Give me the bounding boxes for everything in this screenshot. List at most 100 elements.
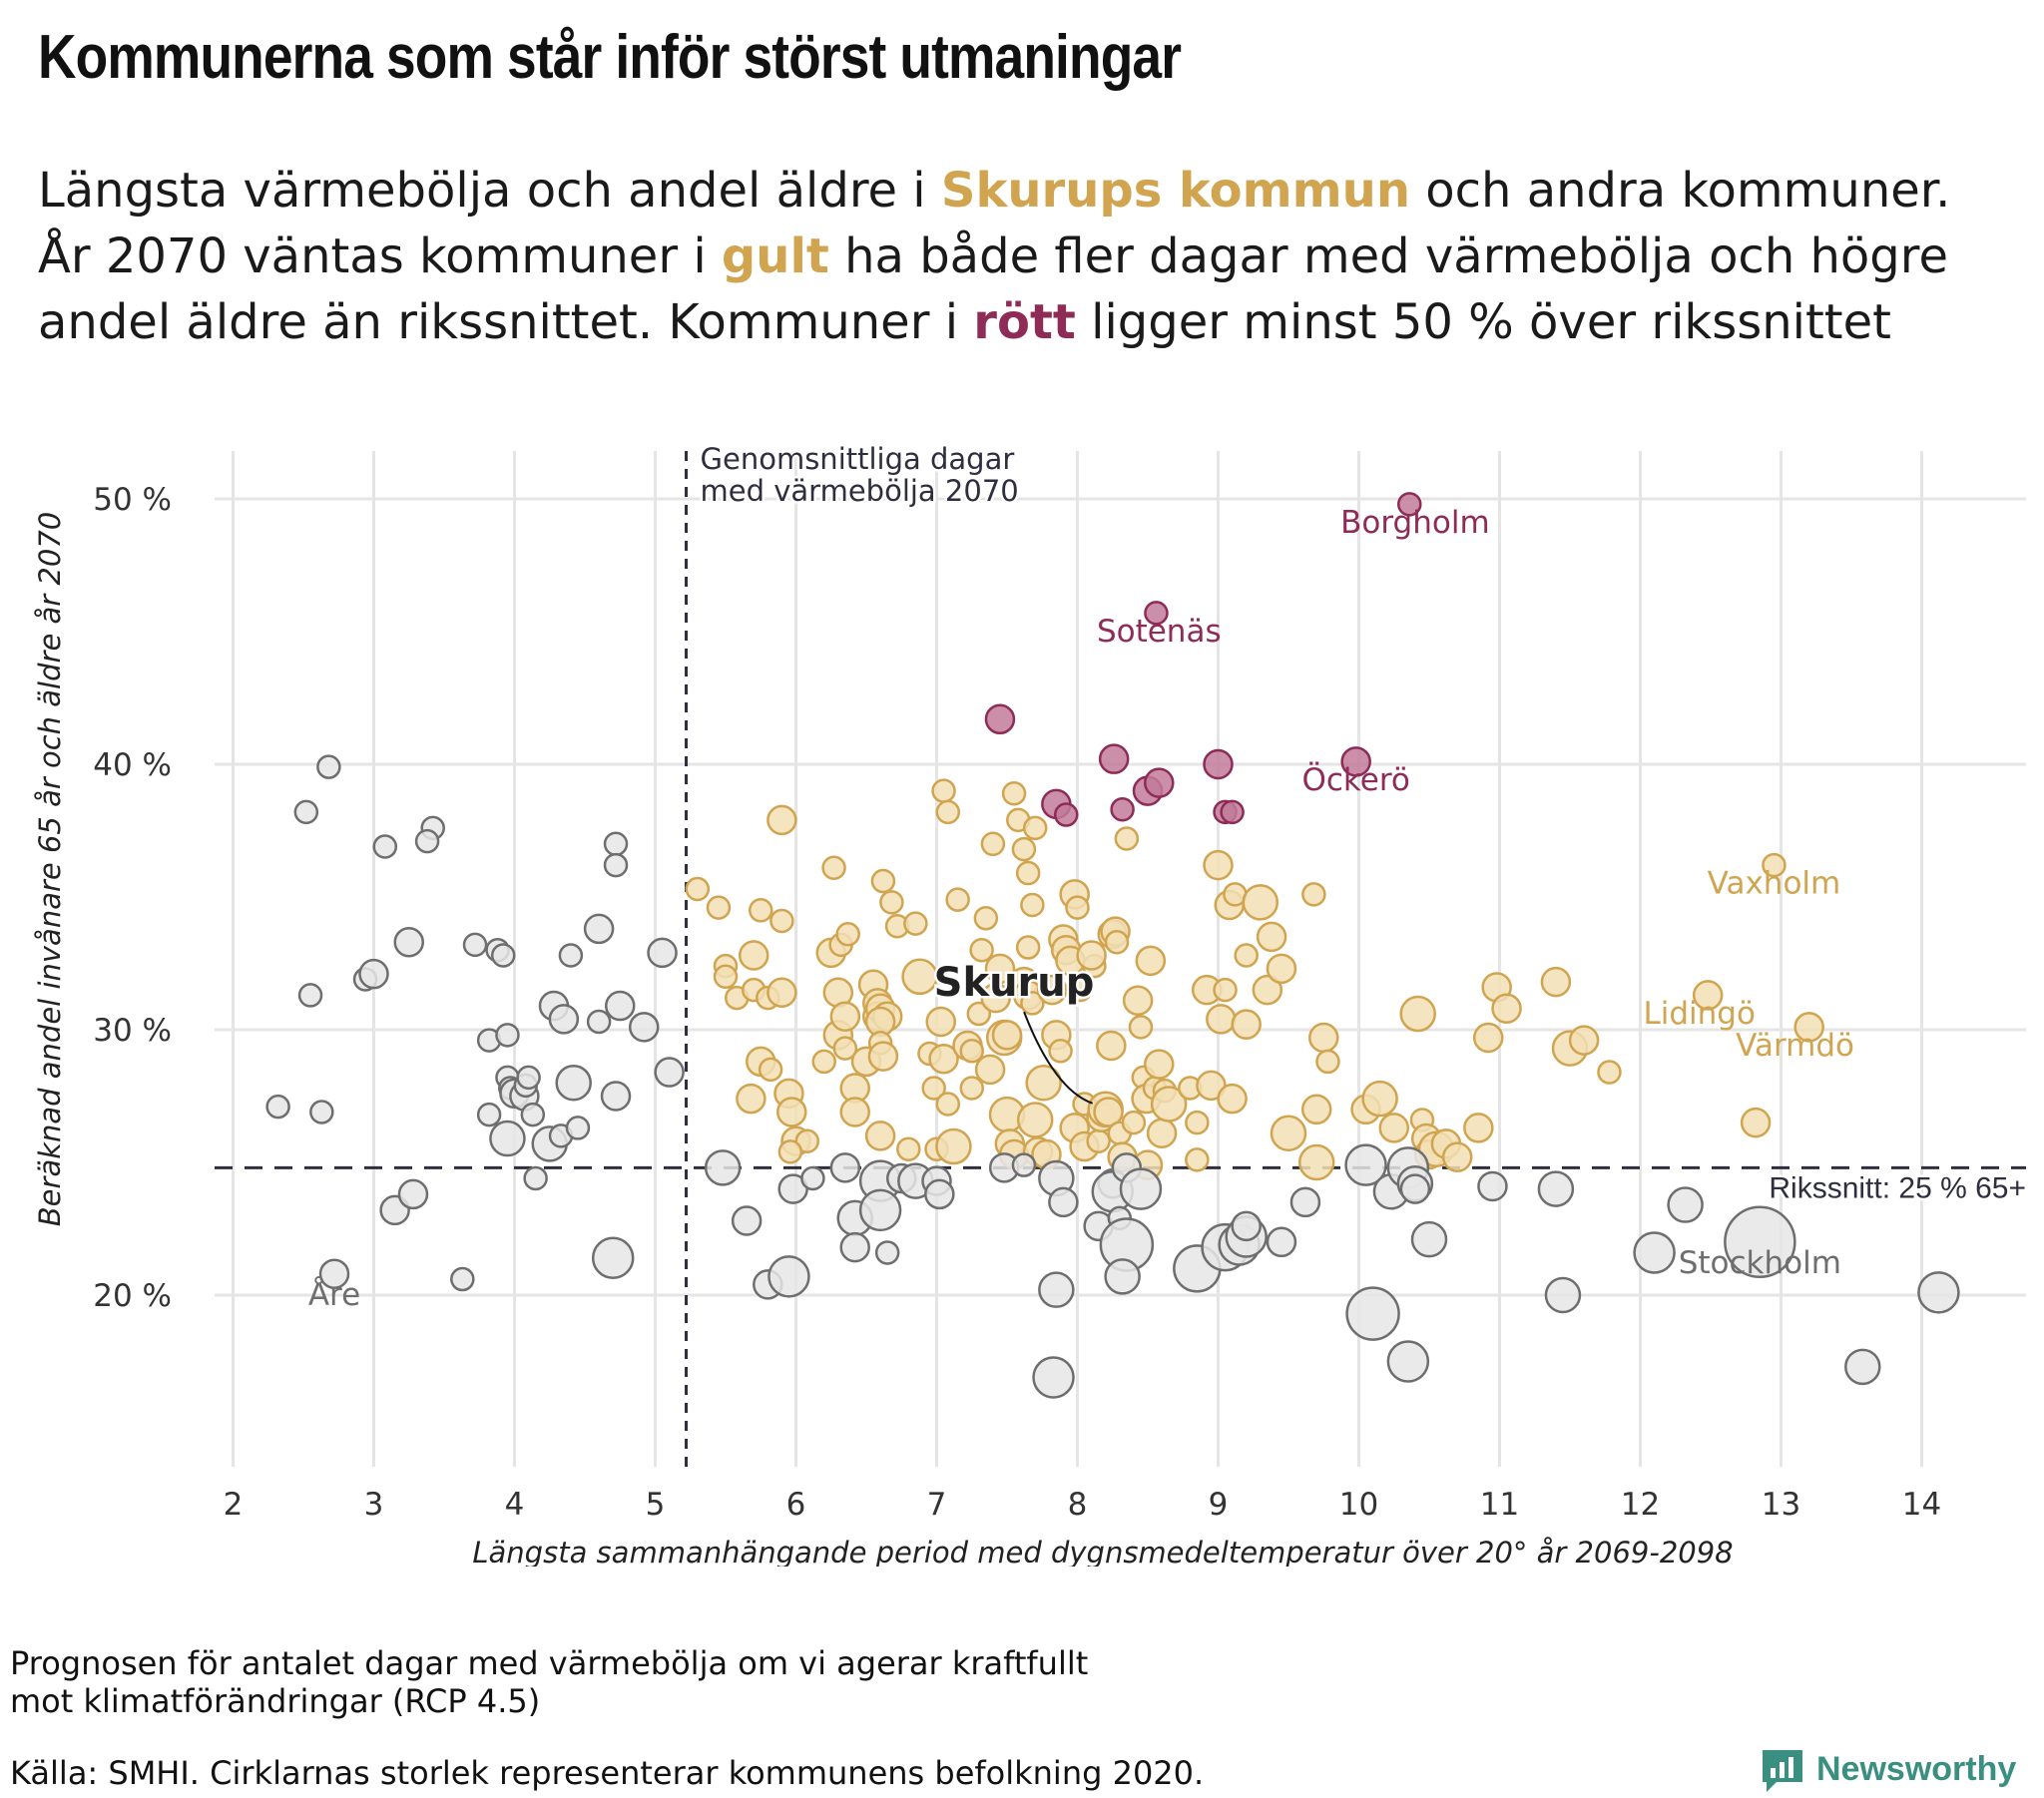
yellow-municipality-point [706,895,732,920]
yellow-municipality-point [1217,1083,1248,1115]
x-tick-label: 12 [1621,1487,1660,1523]
grey-municipality-point [358,958,389,990]
yellow-municipality-point [1086,1128,1111,1153]
yellow-municipality-point [839,1097,870,1127]
grey-municipality-point [1724,1205,1796,1279]
national-average-label: Rikssnitt: 25 % 65+ [1769,1171,2026,1204]
yellow-municipality-point [1206,1004,1237,1035]
yellow-municipality-point [1378,1113,1409,1143]
subtitle-highlight-red: rött [973,294,1076,350]
grey-municipality-point [309,1100,334,1124]
brand-name: Newsworthy [1816,1750,2017,1788]
grey-municipality-point [1231,1210,1262,1242]
red-municipality-point [1397,492,1422,517]
grey-municipality-point [1344,1143,1387,1186]
yellow-municipality-point [1266,953,1297,985]
x-tick-label: 13 [1762,1487,1800,1523]
municipality-label: Öckerö [1301,761,1409,798]
yellow-municipality-point [1114,826,1140,851]
yellow-municipality-point [1001,781,1027,806]
yellow-municipality-point [1068,977,1093,1003]
municipality-label: Stockholm [1679,1245,1841,1281]
yellow-municipality-point [1301,882,1326,907]
yellow-municipality-point [1065,895,1090,920]
grey-municipality-point [397,1178,429,1210]
grey-municipality-point [1410,1220,1448,1258]
yellow-municipality-point [867,1041,899,1072]
grey-municipality-point [1038,1271,1075,1308]
grey-municipality-point [293,799,319,825]
grey-municipality-point [450,1266,475,1292]
x-tick-label: 8 [1068,1487,1088,1523]
skurup-connector [1023,1011,1093,1105]
grey-municipality-point [1345,1286,1400,1341]
grey-municipality-point [1917,1271,1960,1314]
yellow-municipality-point [1150,1086,1188,1123]
red-municipality-point [1340,746,1371,777]
yellow-municipality-point [1128,1015,1154,1040]
average-days-label: med värmebölja 2070 [701,474,1019,508]
grey-municipality-point [1399,1173,1431,1204]
yellow-municipality-point [903,911,928,936]
municipality-label: Vaxholm [1708,866,1841,902]
yellow-municipality-point [1270,1115,1307,1151]
grey-municipality-point [1011,1152,1037,1177]
grey-municipality-point [558,943,584,968]
x-tick-label: 11 [1480,1487,1519,1523]
grey-municipality-point [829,1152,861,1183]
x-tick-label: 14 [1902,1487,1941,1523]
y-tick-label: 20 % [93,1278,172,1314]
grey-municipality-point [318,1258,350,1289]
grey-municipality-point [489,1120,526,1157]
yellow-municipality-point [864,1121,896,1151]
red-municipality-point [1144,601,1169,626]
yellow-municipality-point [1242,884,1279,921]
yellow-municipality-point [980,982,1011,1014]
grey-municipality-point [1266,1226,1297,1258]
y-tick-label: 40 % [93,747,172,783]
source-note: Källa: SMHI. Cirklarnas storlek represen… [10,1754,1205,1792]
yellow-municipality-point [1020,892,1045,918]
yellow-municipality-point [1076,940,1107,971]
yellow-municipality-point [901,958,938,996]
subtitle-part-3: ha både fler dagar med värmebölja och hö… [38,228,1948,350]
grey-municipality-point [516,1065,541,1091]
yellow-municipality-point [766,804,797,836]
grey-municipality-point [490,943,516,968]
yellow-municipality-point [738,940,769,971]
yellow-municipality-point [1036,974,1068,1006]
yellow-municipality-point [973,906,999,931]
yellow-municipality-point [1252,974,1283,1006]
y-tick-label: 30 % [93,1013,172,1049]
yellow-municipality-point [966,1001,992,1027]
x-tick-label: 3 [364,1487,384,1523]
yellow-municipality-point [811,1049,836,1075]
yellow-municipality-point [749,898,773,923]
grey-municipality-point [628,1012,660,1043]
x-tick-label: 4 [505,1487,525,1523]
yellow-municipality-point [931,778,956,803]
subtitle-highlight-yellow: gult [721,228,829,284]
yellow-municipality-point [1213,977,1238,1003]
grey-municipality-point [462,932,488,958]
yellow-municipality-point [1472,1022,1504,1054]
x-tick-label: 10 [1339,1487,1378,1523]
yellow-municipality-point [1203,849,1234,881]
yellow-municipality-point [769,908,794,934]
yellow-municipality-point [935,1127,972,1165]
footnote-line-2: mot klimatförändringar (RCP 4.5) [10,1682,541,1720]
grey-municipality-point [1289,1186,1321,1218]
yellow-municipality-point [1740,1107,1772,1138]
subtitle-part-2: och andra kommuner. År 2070 väntas kommu… [38,163,1951,284]
yellow-municipality-point [945,887,970,912]
yellow-municipality-point [821,855,846,880]
yellow-municipality-point [1122,985,1154,1016]
yellow-municipality-point [1315,1049,1340,1075]
red-municipality-point [1144,767,1175,798]
yellow-municipality-point [758,1057,783,1083]
grey-municipality-point [1544,1276,1582,1314]
yellow-municipality-point [1308,1022,1339,1054]
grey-municipality-point [495,1023,520,1048]
yellow-municipality-point [935,1092,961,1117]
red-municipality-point [1098,743,1130,774]
